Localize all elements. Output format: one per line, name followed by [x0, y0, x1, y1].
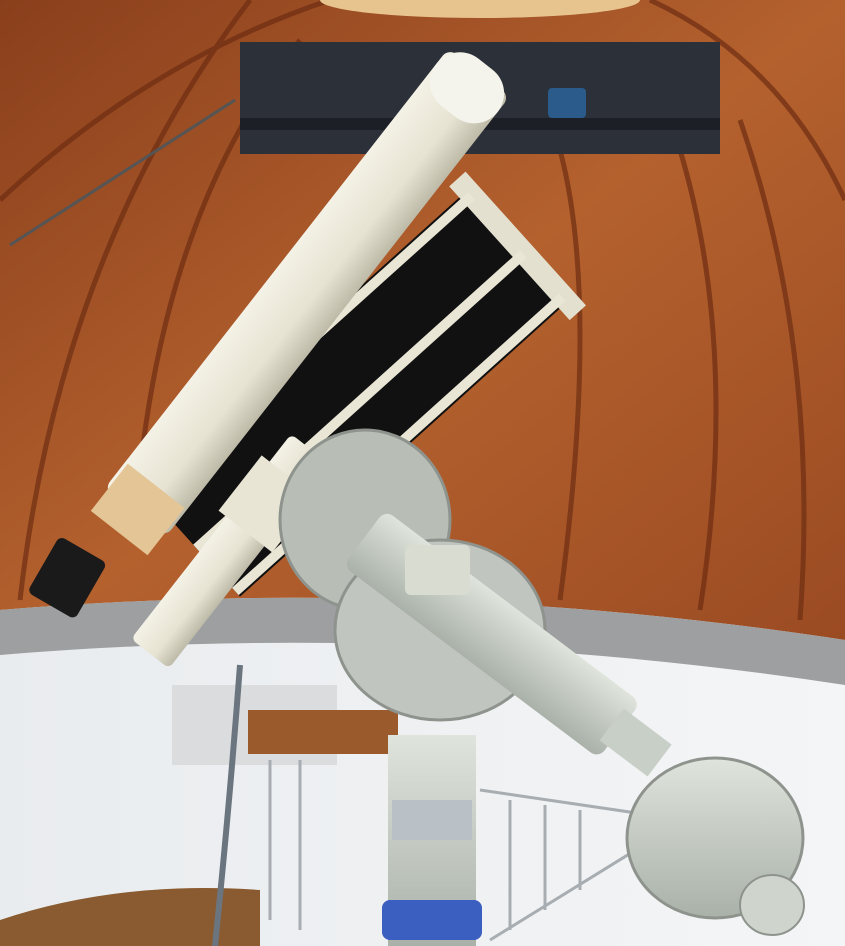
small-camera: [548, 88, 586, 118]
page: {}: [0, 0, 845, 946]
pier-tape: [392, 800, 472, 840]
telescope-photo: [0, 0, 845, 946]
axis-cap: [405, 545, 470, 595]
table: [248, 710, 398, 754]
pier-band: [382, 900, 482, 940]
counterweight-end: [740, 875, 804, 935]
